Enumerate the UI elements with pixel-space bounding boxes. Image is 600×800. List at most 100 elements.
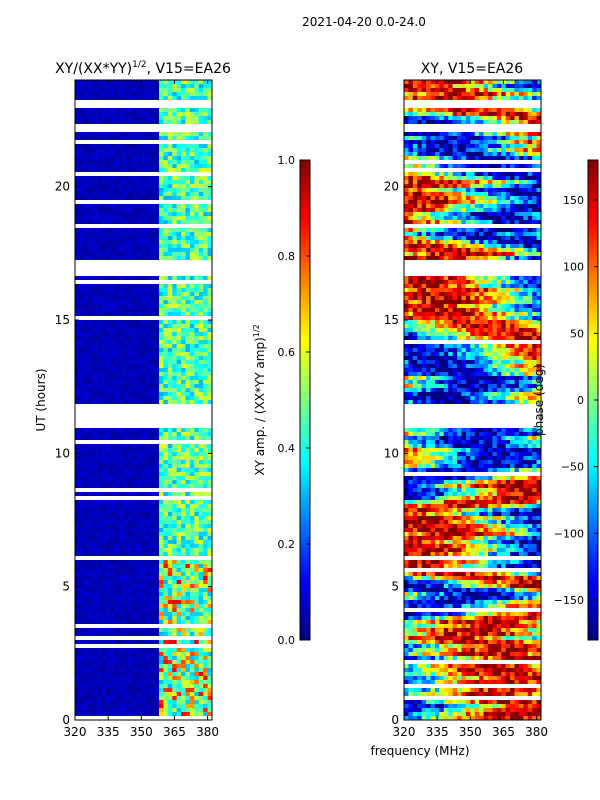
heatmap-cell: [132, 620, 138, 625]
heatmap-cell: [110, 672, 116, 677]
heatmap-cell: [518, 188, 524, 193]
heatmap-cell: [110, 340, 116, 345]
heatmap-cell: [154, 432, 160, 437]
heatmap-cell: [136, 460, 142, 465]
heatmap-cell: [474, 112, 480, 117]
heatmap-cell: [181, 572, 186, 577]
heatmap-cell: [185, 348, 191, 353]
heatmap-cell: [110, 540, 116, 545]
heatmap-cell: [176, 368, 182, 373]
heatmap-cell: [167, 372, 173, 377]
heatmap-cell: [154, 152, 160, 157]
heatmap-cell: [145, 364, 151, 369]
heatmap-cell: [136, 520, 142, 525]
heatmap-cell: [163, 212, 169, 217]
heatmap-cell: [185, 340, 191, 345]
heatmap-cell: [105, 712, 111, 717]
heatmap-cell: [158, 380, 164, 385]
heatmap-gap-row: [75, 104, 212, 109]
heatmap-cell: [105, 560, 111, 565]
heatmap-cell: [172, 508, 177, 513]
heatmap-cell: [194, 228, 200, 233]
heatmap-cell: [158, 328, 164, 333]
heatmap-cell: [207, 560, 213, 565]
heatmap-cell: [97, 640, 102, 645]
heatmap-cell: [198, 492, 204, 497]
heatmap-cell: [176, 284, 182, 289]
heatmap-cell: [119, 672, 124, 677]
heatmap-cell: [163, 432, 169, 437]
heatmap-cell: [181, 352, 186, 357]
heatmap-cell: [75, 524, 80, 529]
heatmap-cell: [92, 596, 98, 601]
heatmap-cell: [141, 576, 147, 581]
heatmap-cell: [145, 592, 151, 597]
heatmap-cell: [172, 480, 177, 485]
heatmap-cell: [181, 396, 186, 401]
heatmap-cell: [79, 208, 85, 213]
heatmap-cell: [83, 352, 89, 357]
heatmap-cell: [154, 176, 160, 181]
heatmap-cell: [181, 236, 186, 241]
heatmap-cell: [119, 520, 124, 525]
heatmap-cell: [194, 80, 200, 85]
heatmap-cell: [207, 680, 213, 685]
heatmap-cell: [470, 200, 476, 205]
heatmap-cell: [154, 588, 160, 593]
heatmap-cell: [83, 564, 89, 569]
heatmap-cell: [136, 456, 142, 461]
heatmap-cell: [194, 628, 200, 633]
heatmap-cell: [207, 464, 213, 469]
heatmap-cell: [167, 204, 173, 209]
heatmap-cell: [97, 212, 102, 217]
heatmap-cell: [141, 536, 147, 541]
heatmap-cell: [123, 284, 129, 289]
heatmap-cell: [483, 192, 489, 197]
heatmap-cell: [128, 356, 133, 361]
heatmap-cell: [136, 504, 142, 509]
heatmap-cell: [150, 356, 155, 361]
heatmap-cell: [141, 204, 147, 209]
heatmap-cell: [523, 164, 529, 169]
heatmap-cell: [185, 400, 191, 405]
heatmap-cell: [83, 92, 89, 97]
heatmap-cell: [158, 552, 164, 557]
heatmap-cell: [412, 200, 418, 205]
heatmap-cell: [430, 116, 436, 121]
heatmap-cell: [114, 600, 120, 605]
heatmap-cell: [114, 460, 120, 465]
heatmap-cell: [185, 120, 191, 125]
heatmap-cell: [158, 668, 164, 673]
heatmap-cell: [110, 80, 116, 85]
heatmap-cell: [203, 88, 208, 93]
heatmap-cell: [154, 516, 160, 521]
heatmap-cell: [167, 328, 173, 333]
heatmap-cell: [105, 144, 111, 149]
heatmap-cell: [496, 156, 502, 161]
heatmap-cell: [154, 300, 160, 305]
heatmap-cell: [79, 600, 85, 605]
amplitude-panel-title: XY/(XX*YY)1/2, V15=EA26: [55, 60, 231, 77]
heatmap-cell: [510, 84, 515, 89]
heatmap-cell: [128, 168, 133, 173]
heatmap-cell: [452, 200, 458, 205]
heatmap-cell: [167, 620, 173, 625]
heatmap-cell: [194, 604, 200, 609]
heatmap-cell: [154, 396, 160, 401]
heatmap-cell: [114, 252, 120, 257]
heatmap-cell: [163, 176, 169, 181]
heatmap-cell: [88, 256, 93, 261]
heatmap-cell: [172, 560, 177, 565]
heatmap-cell: [430, 88, 436, 93]
heatmap-cell: [154, 88, 160, 93]
heatmap-cell: [198, 116, 204, 121]
heatmap-cell: [150, 348, 155, 353]
heatmap-cell: [105, 580, 111, 585]
heatmap-cell: [470, 164, 476, 169]
heatmap-cell: [154, 196, 160, 201]
heatmap-cell: [461, 112, 467, 117]
heatmap-cell: [75, 204, 80, 209]
heatmap-cell: [163, 236, 169, 241]
heatmap-cell: [141, 712, 147, 717]
heatmap-cell: [167, 96, 173, 101]
